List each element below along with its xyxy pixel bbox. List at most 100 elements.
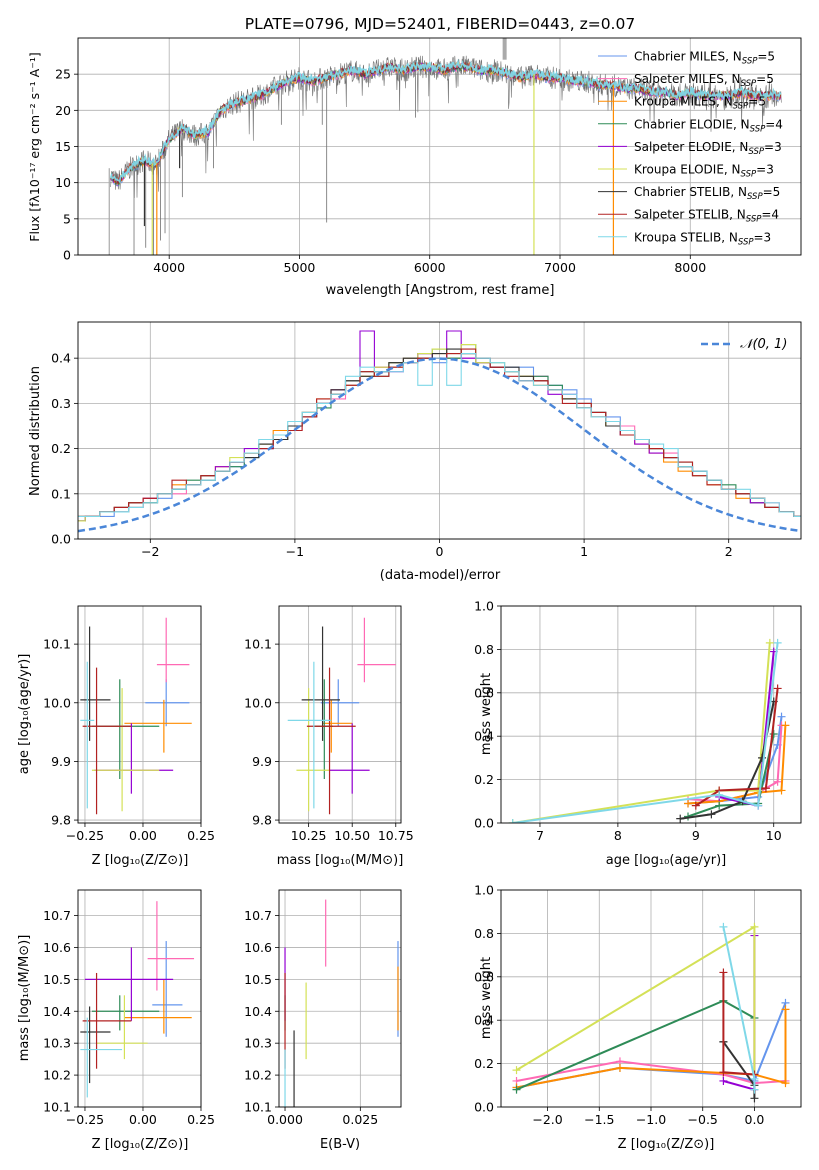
y-tick-label: 10.6	[43, 940, 71, 955]
y-tick-label: 10.4	[43, 1004, 71, 1019]
age-vs-mass-panel: 10.25 10.50 10.75 9.8 9.9 10.0 10.1	[244, 605, 414, 843]
weight-point-marker	[719, 968, 728, 977]
y-tick-label: 9.8	[51, 813, 71, 828]
legend-label: Chabrier STELIB, NSSP=5	[634, 185, 780, 202]
x-tick-label: 8000	[674, 260, 706, 275]
weight-point-marker	[715, 790, 724, 799]
y-tick-label: 10.7	[43, 908, 71, 923]
legend-label-text: Salpeter STELIB, N	[634, 208, 746, 222]
y-tick-label: 0.2	[51, 441, 71, 456]
legend-label-text: Salpeter ELODIE, N	[634, 140, 748, 154]
y-tick-label: 9.8	[252, 813, 272, 828]
y-tick-label: 0.6	[474, 969, 494, 984]
x-tick-label: −2.0	[532, 1112, 562, 1127]
histogram-steps	[78, 330, 801, 533]
y-tick-label: 10.7	[244, 908, 272, 923]
y-tick-label: 10	[55, 175, 71, 190]
x-tick-label: 0	[436, 544, 444, 559]
weight-point-marker	[512, 1085, 521, 1094]
y-tick-label: 10.1	[244, 1100, 272, 1115]
x-tick-label: 0.025	[342, 1112, 378, 1127]
weight-point-marker	[684, 799, 693, 808]
weight-point-marker	[615, 1063, 624, 1072]
y-tick-label: 10.2	[43, 1068, 71, 1083]
residual-histogram-panel: −2 −1 0 1 2 0.0 0.1 0.2 0.3 0.4	[51, 321, 802, 559]
y-tick-label: 10.3	[43, 1036, 71, 1051]
x-tick-label: 2	[725, 544, 733, 559]
x-tick-label: 9	[692, 828, 700, 843]
mass-z-ylabel: mass [log₁₀(M/M⊙)]	[17, 935, 32, 1062]
x-tick-label: 7000	[544, 260, 576, 275]
plot-background	[501, 606, 801, 823]
y-tick-label: 10.4	[244, 1004, 272, 1019]
y-tick-label: 0.4	[474, 1013, 494, 1028]
y-tick-label: 0.0	[51, 532, 71, 547]
error-bars	[80, 617, 192, 815]
legend-label-text: Chabrier ELODIE, N	[634, 117, 750, 131]
legend-label: Chabrier MILES, NSSP=5	[634, 50, 775, 67]
weight-point-marker	[761, 784, 770, 793]
y-tick-label: 9.9	[252, 754, 272, 769]
y-tick-label: 10.2	[244, 1068, 272, 1083]
legend-label-value: =5	[757, 50, 775, 64]
plot-background	[78, 890, 201, 1107]
mass-z-xlabel: Z [log₁₀(Z/Z⊙)]	[92, 1137, 189, 1152]
legend-label-text: Chabrier MILES, N	[634, 50, 742, 64]
y-tick-label: 15	[55, 139, 71, 154]
legend-label-subscript: SSP	[746, 215, 762, 225]
plot-frame	[77, 321, 802, 540]
weight-point-marker	[754, 801, 763, 810]
y-tick-label: 0.1	[51, 486, 71, 501]
weight-point-marker	[773, 638, 782, 647]
x-tick-label: 4000	[153, 260, 185, 275]
x-tick-label: 0.25	[187, 828, 215, 843]
y-tick-label: 10.0	[43, 695, 71, 710]
weight-point-marker	[765, 638, 774, 647]
y-tick-label: 0.6	[474, 685, 494, 700]
legend-label-text: Salpeter MILES, N	[634, 72, 741, 86]
legend-label-subscript: SSP	[738, 237, 754, 247]
y-tick-label: 10.5	[43, 972, 71, 987]
legend-label-subscript: SSP	[742, 57, 758, 67]
weight-series-line	[687, 733, 775, 818]
spectrum-ylabel: Flux [fλ10⁻¹⁷ erg cm⁻² s⁻¹ A⁻¹]	[27, 52, 42, 241]
weight-series-line	[695, 688, 779, 807]
plot-frame	[500, 889, 802, 1108]
x-tick-label: 10.75	[378, 828, 414, 843]
y-tick-label: 0.4	[474, 729, 494, 744]
weight-series-line	[512, 642, 779, 823]
x-tick-label: 6000	[414, 260, 446, 275]
histogram-legend: 𝒩(0, 1)	[701, 337, 787, 352]
y-tick-label: 0.2	[474, 772, 494, 787]
weight-point-marker	[691, 801, 700, 810]
spectrum-lines	[108, 38, 782, 255]
weight-point-marker	[781, 1005, 790, 1014]
legend-label-value: =5	[756, 72, 774, 86]
x-tick-label: 0.25	[187, 1112, 215, 1127]
mass-vs-metallicity-panel: −0.25 0.00 0.25 10.1 10.2 10.3 10.4 10.5 10.6 10.…	[43, 889, 215, 1127]
legend-label: Kroupa MILES, NSSP=5	[634, 95, 766, 112]
weight-lines	[508, 638, 790, 823]
weight-point-marker	[769, 730, 778, 739]
x-tick-label: 5000	[284, 260, 316, 275]
histogram-ylabel: Normed distribution	[28, 366, 43, 496]
weight-z-ylabel: mass weight	[479, 957, 494, 1039]
x-tick-label: 1	[580, 544, 588, 559]
weight-point-marker	[777, 712, 786, 721]
plot-frame	[77, 605, 202, 824]
legend-label-text: Kroupa STELIB, N	[634, 230, 738, 244]
weight-point-marker	[750, 1085, 759, 1094]
weight-vs-age-panel: 7 8 9 10 0.0 0.2 0.4 0.6 0.8 1.0	[474, 599, 802, 843]
legend-label: Salpeter ELODIE, NSSP=3	[634, 140, 782, 157]
weight-age-xlabel: age [log₁₀(age/yr)]	[606, 853, 727, 868]
weight-point-marker	[719, 922, 728, 931]
error-bars	[284, 899, 399, 1107]
normal-curve-legend-label: 𝒩(0, 1)	[740, 337, 787, 352]
x-tick-label: −0.25	[66, 1112, 104, 1127]
y-tick-label: 9.9	[51, 754, 71, 769]
error-bars	[80, 901, 195, 1098]
weight-point-marker	[512, 1066, 521, 1075]
x-tick-label: 0.00	[129, 828, 157, 843]
